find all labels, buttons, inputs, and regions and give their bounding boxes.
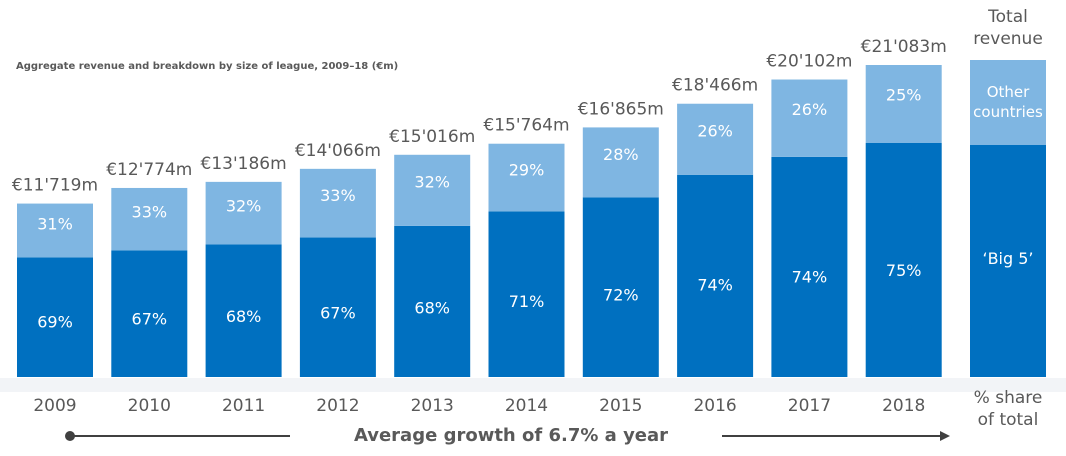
x-tick-label: 2018 [882,396,925,416]
legend-title: Total revenue [973,7,1043,49]
total-label: €13'186m [201,154,287,174]
total-label: €20'102m [766,52,852,72]
x-tick-label: 2009 [33,396,76,416]
bar-segment [771,79,848,157]
segment-label: 71% [509,292,545,311]
x-tick-label: 2017 [788,396,831,416]
baseline-band [0,378,1066,392]
bar-segment [205,181,282,245]
total-label: €12'774m [106,160,192,180]
segment-label: 68% [414,299,450,318]
segment-label: 74% [697,276,733,295]
segment-label: 25% [886,86,922,105]
bar-segment [677,103,754,175]
total-label: €21'083m [861,37,947,57]
segment-label: 72% [603,286,639,305]
total-label: €11'719m [12,176,98,196]
segment-label: 33% [320,186,356,205]
share-label: % share of total [973,388,1043,430]
total-label: €14'066m [295,141,381,161]
bar-segment [771,156,848,377]
bar-segment [111,250,188,377]
annotation: Average growth of 6.7% a year [354,425,668,446]
segment-label: 75% [886,261,922,280]
segment-label: 67% [132,310,168,329]
x-tick-label: 2012 [316,396,359,416]
total-label: €16'865m [578,99,664,119]
legend-swatch [970,60,1046,145]
x-tick-label: 2014 [505,396,548,416]
segment-label: 33% [132,202,168,221]
bar-segment [865,143,942,377]
bar-segment [865,65,942,143]
segment-label: 74% [792,267,828,286]
bar-segment [17,257,93,377]
bar-segment [17,203,93,258]
bar-segment [111,187,188,251]
chart-subtitle: Aggregate revenue and breakdown by size … [16,61,398,72]
bar-segment [394,225,471,377]
segment-label: 26% [792,100,828,119]
legend-entry: Other countries [973,83,1043,121]
segment-label: 31% [37,215,73,234]
bar-segment [582,127,659,198]
segment-label: 28% [603,145,639,164]
legend-swatch [970,145,1046,377]
x-tick-label: 2011 [222,396,265,416]
bar-segment [299,168,376,238]
bar-segment [677,174,754,377]
total-label: €15'764m [483,116,569,136]
bar-segment [582,197,659,377]
bar-segment [394,154,471,226]
arrow-head [940,431,950,441]
bar-segment [205,244,282,377]
segment-label: 26% [697,122,733,141]
legend-entry: ‘Big 5’ [982,249,1034,268]
segment-label: 67% [320,304,356,323]
total-label: €18'466m [672,76,758,96]
x-tick-label: 2016 [693,396,736,416]
segment-label: 69% [37,313,73,332]
bar-segment [488,143,565,212]
segment-label: 32% [414,173,450,192]
x-tick-label: 2013 [411,396,454,416]
total-label: €15'016m [389,127,475,147]
segment-label: 32% [226,196,262,215]
segment-label: 29% [509,160,545,179]
bar-segment [299,237,376,377]
bar-segment [488,211,565,377]
x-tick-label: 2010 [128,396,171,416]
x-tick-label: 2015 [599,396,642,416]
segment-label: 68% [226,307,262,326]
